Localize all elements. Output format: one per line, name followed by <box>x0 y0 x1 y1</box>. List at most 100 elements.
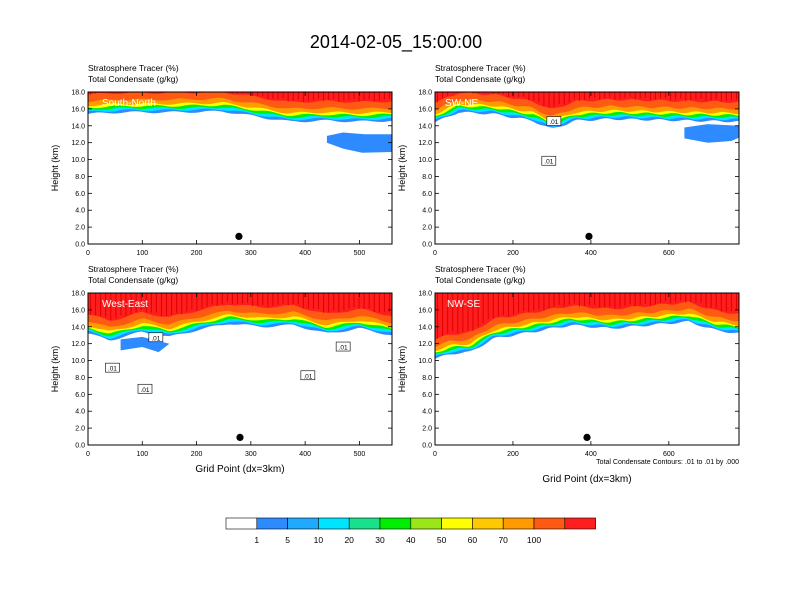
plot-frame <box>434 292 740 446</box>
y-axis-label: Height (km) <box>397 346 407 393</box>
y-tick-label: 2.0 <box>422 426 432 433</box>
colorbar-label: 100 <box>527 535 541 545</box>
contour-label-box <box>546 116 562 126</box>
panel-south-north: Stratosphere Tracer (%) Total Condensate… <box>50 63 393 257</box>
contour-label-box <box>541 155 557 166</box>
y-axis-label: Height (km) <box>50 346 60 393</box>
tracer-layer <box>435 293 739 340</box>
y-tick-label: 4.0 <box>422 208 432 215</box>
y-tick-label: 0.0 <box>422 443 432 450</box>
colorbar-swatch <box>472 517 504 530</box>
x-tick-label: 100 <box>136 451 148 458</box>
colorbar-label: 5 <box>285 535 290 545</box>
colorbar-swatch <box>379 517 412 530</box>
y-tick-label: 8.0 <box>422 375 432 382</box>
x-axis-label: Grid Point (dx=3km) <box>542 474 631 485</box>
tracer-layer <box>88 293 392 321</box>
colorbar-swatch <box>225 517 258 530</box>
panel-sw-ne: Stratosphere Tracer (%) Total Condensate… <box>397 63 740 257</box>
colorbar-swatch <box>410 517 442 530</box>
contour-label-text: .01 <box>303 373 312 380</box>
contour-label: .01 <box>148 332 164 343</box>
x-tick-label: 300 <box>245 250 257 257</box>
contour-label-box <box>335 341 351 352</box>
y-tick-label: 14.0 <box>71 123 85 130</box>
x-tick-label: 200 <box>191 250 203 257</box>
y-tick-label: 4.0 <box>75 208 85 215</box>
panel-subtitle-tracer: Stratosphere Tracer (%) <box>435 63 526 73</box>
contour-label: .01 <box>335 341 351 352</box>
panel-label: NW-SE <box>447 299 480 310</box>
contour-label-text: .01 <box>108 366 117 373</box>
y-axis-label: Height (km) <box>50 145 60 192</box>
tracer-layer <box>88 92 392 103</box>
y-tick-label: 14.0 <box>418 123 432 130</box>
location-marker <box>583 433 591 441</box>
y-tick-label: 2.0 <box>75 225 85 232</box>
panel-label: West-East <box>102 299 148 310</box>
y-tick-label: 2.0 <box>422 225 432 232</box>
y-axis-label: Height (km) <box>397 145 407 192</box>
y-tick-label: 18.0 <box>71 90 85 97</box>
y-tick-label: 4.0 <box>75 409 85 416</box>
contour-label: .01 <box>300 370 316 381</box>
x-tick-label: 100 <box>136 250 148 257</box>
y-tick-label: 6.0 <box>422 392 432 399</box>
x-tick-label: 500 <box>354 250 366 257</box>
y-tick-label: 0.0 <box>422 242 432 249</box>
x-tick-label: 200 <box>507 451 519 458</box>
colorbar-label: 1 <box>254 535 259 545</box>
panel-subtitle-condensate: Total Condensate (g/kg) <box>435 275 525 285</box>
y-tick-label: 18.0 <box>418 90 432 97</box>
y-tick-label: 0.0 <box>75 242 85 249</box>
y-tick-label: 12.0 <box>71 140 85 147</box>
contour-label-text: .01 <box>151 335 160 342</box>
colorbar-label: 30 <box>375 535 385 545</box>
y-tick-label: 6.0 <box>75 392 85 399</box>
plot-frame <box>87 292 393 446</box>
y-tick-label: 8.0 <box>75 174 85 181</box>
y-tick-label: 10.0 <box>71 358 85 365</box>
plot-frame <box>434 91 740 245</box>
contour-label-text: .01 <box>339 345 348 352</box>
y-tick-label: 6.0 <box>422 191 432 198</box>
y-tick-label: 12.0 <box>71 341 85 348</box>
contour-label-text: .01 <box>140 387 149 394</box>
plot-area <box>88 92 392 244</box>
axes: 0.0 2.0 4.0 6.0 8.0 10.0 12.0 14.0 16.0 18.0 0 100 2… <box>71 90 392 257</box>
axes: 0.0 2.0 4.0 6.0 8.0 10.0 12.0 14.0 16.0 18.0 0 200 4… <box>418 291 739 458</box>
y-tick-label: 10.0 <box>418 358 432 365</box>
y-tick-label: 12.0 <box>418 341 432 348</box>
axes: 0.0 2.0 4.0 6.0 8.0 10.0 12.0 14.0 16.0 18.0 0 200 4… <box>418 90 739 257</box>
y-tick-label: 8.0 <box>75 375 85 382</box>
y-tick-label: 16.0 <box>71 307 85 314</box>
y-tick-label: 10.0 <box>71 157 85 164</box>
panel-subtitle-tracer: Stratosphere Tracer (%) <box>88 264 179 274</box>
x-tick-label: 200 <box>507 250 519 257</box>
panel-subtitle-condensate: Total Condensate (g/kg) <box>88 74 178 84</box>
location-marker <box>235 232 243 240</box>
axes: 0.0 2.0 4.0 6.0 8.0 10.0 12.0 14.0 16.0 18.0 0 100 2… <box>71 291 392 458</box>
x-tick-label: 600 <box>663 451 675 458</box>
contour-label: .01 <box>541 155 557 166</box>
x-tick-label: 300 <box>245 451 257 458</box>
x-tick-label: 0 <box>86 451 90 458</box>
colorbar-swatch <box>318 517 350 530</box>
contour-label: .01 <box>137 383 153 394</box>
x-tick-label: 0 <box>433 451 437 458</box>
plot-area: .01 .01 <box>435 92 739 244</box>
contour-label: .01 <box>546 116 562 126</box>
panel-subtitle-tracer: Stratosphere Tracer (%) <box>88 63 179 73</box>
colorbar-label: 40 <box>406 535 416 545</box>
contour-label-box <box>105 362 120 373</box>
y-tick-label: 10.0 <box>418 157 432 164</box>
colorbar-swatch <box>441 517 473 530</box>
colorbar-swatch <box>348 517 381 530</box>
x-tick-label: 0 <box>86 250 90 257</box>
contour-note: Total Condensate Contours: .01 to .01 by… <box>596 459 739 466</box>
contour-label-text: .01 <box>549 119 558 126</box>
contour-label-box <box>148 332 164 343</box>
plot-frame <box>87 91 393 245</box>
contour-label-box <box>300 370 316 381</box>
